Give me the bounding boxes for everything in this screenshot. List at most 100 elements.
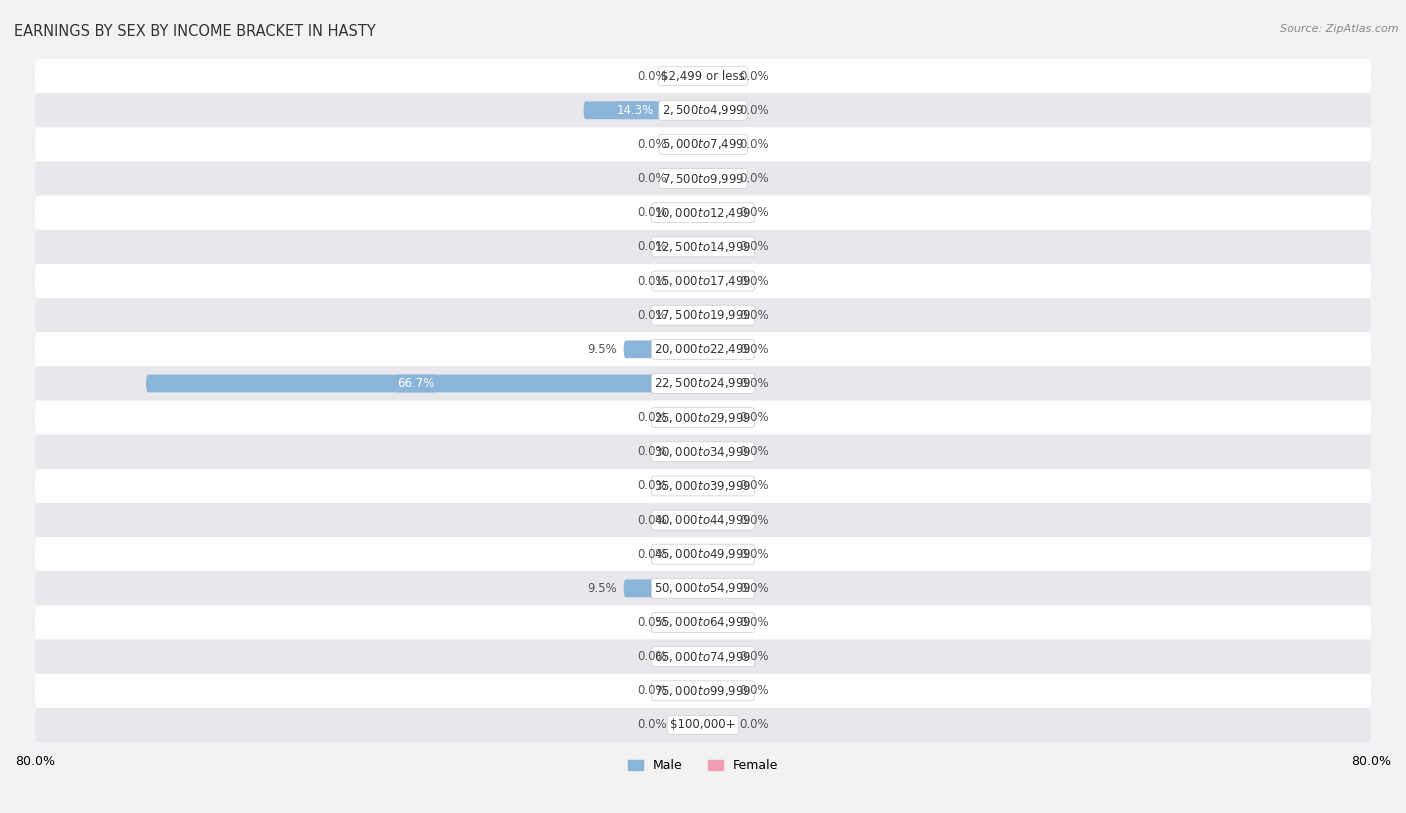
FancyBboxPatch shape	[703, 477, 733, 495]
FancyBboxPatch shape	[673, 716, 703, 734]
Text: 0.0%: 0.0%	[637, 411, 666, 424]
FancyBboxPatch shape	[35, 640, 1371, 674]
Text: $2,499 or less: $2,499 or less	[661, 70, 745, 83]
Text: 0.0%: 0.0%	[740, 685, 769, 698]
FancyBboxPatch shape	[35, 435, 1371, 469]
Text: $50,000 to $54,999: $50,000 to $54,999	[654, 581, 752, 595]
Text: 0.0%: 0.0%	[637, 172, 666, 185]
Text: 9.5%: 9.5%	[588, 582, 617, 595]
Text: $15,000 to $17,499: $15,000 to $17,499	[654, 274, 752, 288]
FancyBboxPatch shape	[673, 443, 703, 461]
Text: 0.0%: 0.0%	[740, 138, 769, 151]
Text: 0.0%: 0.0%	[740, 377, 769, 390]
Text: 0.0%: 0.0%	[740, 582, 769, 595]
Text: 0.0%: 0.0%	[740, 480, 769, 493]
FancyBboxPatch shape	[673, 409, 703, 427]
Text: 0.0%: 0.0%	[740, 650, 769, 663]
Text: 0.0%: 0.0%	[637, 207, 666, 220]
FancyBboxPatch shape	[35, 674, 1371, 708]
FancyBboxPatch shape	[673, 477, 703, 495]
FancyBboxPatch shape	[35, 196, 1371, 230]
FancyBboxPatch shape	[35, 93, 1371, 128]
FancyBboxPatch shape	[35, 708, 1371, 742]
FancyBboxPatch shape	[35, 162, 1371, 196]
FancyBboxPatch shape	[673, 170, 703, 188]
Text: 0.0%: 0.0%	[740, 207, 769, 220]
FancyBboxPatch shape	[703, 409, 733, 427]
FancyBboxPatch shape	[673, 67, 703, 85]
FancyBboxPatch shape	[35, 230, 1371, 264]
FancyBboxPatch shape	[703, 614, 733, 632]
Text: 9.5%: 9.5%	[588, 343, 617, 356]
Text: 0.0%: 0.0%	[637, 70, 666, 83]
FancyBboxPatch shape	[35, 333, 1371, 367]
FancyBboxPatch shape	[35, 606, 1371, 640]
FancyBboxPatch shape	[35, 401, 1371, 435]
Text: Source: ZipAtlas.com: Source: ZipAtlas.com	[1281, 24, 1399, 34]
FancyBboxPatch shape	[703, 136, 733, 154]
FancyBboxPatch shape	[703, 204, 733, 222]
Text: $75,000 to $99,999: $75,000 to $99,999	[654, 684, 752, 698]
FancyBboxPatch shape	[703, 67, 733, 85]
Text: 14.3%: 14.3%	[616, 104, 654, 117]
FancyBboxPatch shape	[703, 341, 733, 359]
FancyBboxPatch shape	[673, 546, 703, 563]
Legend: Male, Female: Male, Female	[623, 754, 783, 777]
Text: $17,500 to $19,999: $17,500 to $19,999	[654, 308, 752, 322]
Text: 0.0%: 0.0%	[637, 719, 666, 732]
FancyBboxPatch shape	[673, 307, 703, 324]
FancyBboxPatch shape	[703, 375, 733, 393]
Text: 0.0%: 0.0%	[740, 616, 769, 629]
Text: 0.0%: 0.0%	[740, 446, 769, 459]
Text: 0.0%: 0.0%	[637, 275, 666, 288]
Text: 0.0%: 0.0%	[740, 104, 769, 117]
FancyBboxPatch shape	[673, 238, 703, 256]
FancyBboxPatch shape	[703, 102, 733, 120]
FancyBboxPatch shape	[703, 307, 733, 324]
Text: 0.0%: 0.0%	[740, 719, 769, 732]
Text: $7,500 to $9,999: $7,500 to $9,999	[662, 172, 744, 185]
Text: 0.0%: 0.0%	[740, 548, 769, 561]
Text: $55,000 to $64,999: $55,000 to $64,999	[654, 615, 752, 629]
Text: 0.0%: 0.0%	[740, 275, 769, 288]
FancyBboxPatch shape	[673, 682, 703, 700]
Text: $100,000+: $100,000+	[671, 719, 735, 732]
FancyBboxPatch shape	[35, 367, 1371, 401]
Text: $22,500 to $24,999: $22,500 to $24,999	[654, 376, 752, 390]
FancyBboxPatch shape	[703, 682, 733, 700]
Text: 0.0%: 0.0%	[637, 480, 666, 493]
FancyBboxPatch shape	[703, 511, 733, 529]
Text: 0.0%: 0.0%	[740, 309, 769, 322]
Text: 0.0%: 0.0%	[637, 309, 666, 322]
FancyBboxPatch shape	[673, 204, 703, 222]
FancyBboxPatch shape	[35, 503, 1371, 537]
Text: 0.0%: 0.0%	[740, 70, 769, 83]
FancyBboxPatch shape	[673, 614, 703, 632]
Text: 0.0%: 0.0%	[740, 343, 769, 356]
Text: $2,500 to $4,999: $2,500 to $4,999	[662, 103, 744, 117]
Text: 0.0%: 0.0%	[637, 446, 666, 459]
FancyBboxPatch shape	[673, 272, 703, 290]
FancyBboxPatch shape	[624, 580, 703, 598]
Text: 0.0%: 0.0%	[637, 241, 666, 254]
Text: $12,500 to $14,999: $12,500 to $14,999	[654, 240, 752, 254]
FancyBboxPatch shape	[703, 716, 733, 734]
Text: $30,000 to $34,999: $30,000 to $34,999	[654, 445, 752, 459]
FancyBboxPatch shape	[35, 128, 1371, 162]
Text: 0.0%: 0.0%	[637, 138, 666, 151]
FancyBboxPatch shape	[703, 238, 733, 256]
Text: 0.0%: 0.0%	[637, 548, 666, 561]
FancyBboxPatch shape	[35, 298, 1371, 333]
FancyBboxPatch shape	[146, 375, 703, 393]
Text: EARNINGS BY SEX BY INCOME BRACKET IN HASTY: EARNINGS BY SEX BY INCOME BRACKET IN HAS…	[14, 24, 375, 39]
FancyBboxPatch shape	[703, 546, 733, 563]
Text: $35,000 to $39,999: $35,000 to $39,999	[654, 479, 752, 493]
Text: $65,000 to $74,999: $65,000 to $74,999	[654, 650, 752, 663]
Text: $5,000 to $7,499: $5,000 to $7,499	[662, 137, 744, 151]
Text: 0.0%: 0.0%	[740, 172, 769, 185]
Text: $20,000 to $22,499: $20,000 to $22,499	[654, 342, 752, 356]
Text: 0.0%: 0.0%	[740, 411, 769, 424]
FancyBboxPatch shape	[35, 537, 1371, 572]
FancyBboxPatch shape	[35, 572, 1371, 606]
FancyBboxPatch shape	[673, 648, 703, 666]
